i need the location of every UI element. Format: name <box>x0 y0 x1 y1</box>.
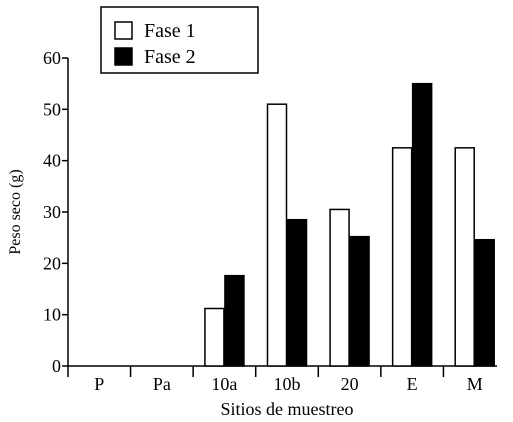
y-tick-label: 30 <box>43 202 61 222</box>
y-tick-label: 50 <box>43 99 61 119</box>
axes: 0 10 20 30 40 50 60 P Pa 10a 10b 20 E M Sitios de mues… <box>7 48 497 419</box>
y-tick-label: 60 <box>43 48 61 68</box>
x-tick-label: 10a <box>211 374 237 394</box>
legend-label-1: Fase 1 <box>144 20 196 42</box>
bar-fase-2-20 <box>349 235 370 367</box>
bars <box>204 82 495 367</box>
x-tick-label: 20 <box>341 374 359 394</box>
x-tick-label: M <box>467 374 483 394</box>
y-tick-label: 10 <box>43 305 61 325</box>
x-axis-label: Sitios de muestreo <box>221 399 354 419</box>
bar-fase-1-e <box>391 147 413 367</box>
legend: Fase 1 Fase 2 <box>100 6 259 74</box>
bar-fase-1-m <box>454 147 475 367</box>
bar-fase-1-10b <box>266 103 288 367</box>
bar-fase-2-10a <box>224 274 245 367</box>
bar-fase-2-10b <box>286 218 308 367</box>
x-tick-label: E <box>407 374 418 394</box>
y-tick-label: 40 <box>43 151 61 171</box>
legend-swatch-1 <box>114 21 133 40</box>
bar-fase-1-10a <box>204 307 225 367</box>
x-tick-label: 10b <box>274 374 301 394</box>
y-tick-label: 0 <box>52 356 61 376</box>
bar-fase-2-m <box>474 238 495 367</box>
y-tick-label: 20 <box>43 253 61 273</box>
legend-swatch-2 <box>114 47 133 66</box>
y-axis-label: Peso seco (g) <box>7 169 24 254</box>
x-tick-label: P <box>94 374 104 394</box>
x-tick-label: Pa <box>153 374 171 394</box>
legend-label-2: Fase 2 <box>144 46 196 68</box>
bar-fase-2-e <box>411 82 433 367</box>
bar-fase-1-20 <box>329 208 350 367</box>
